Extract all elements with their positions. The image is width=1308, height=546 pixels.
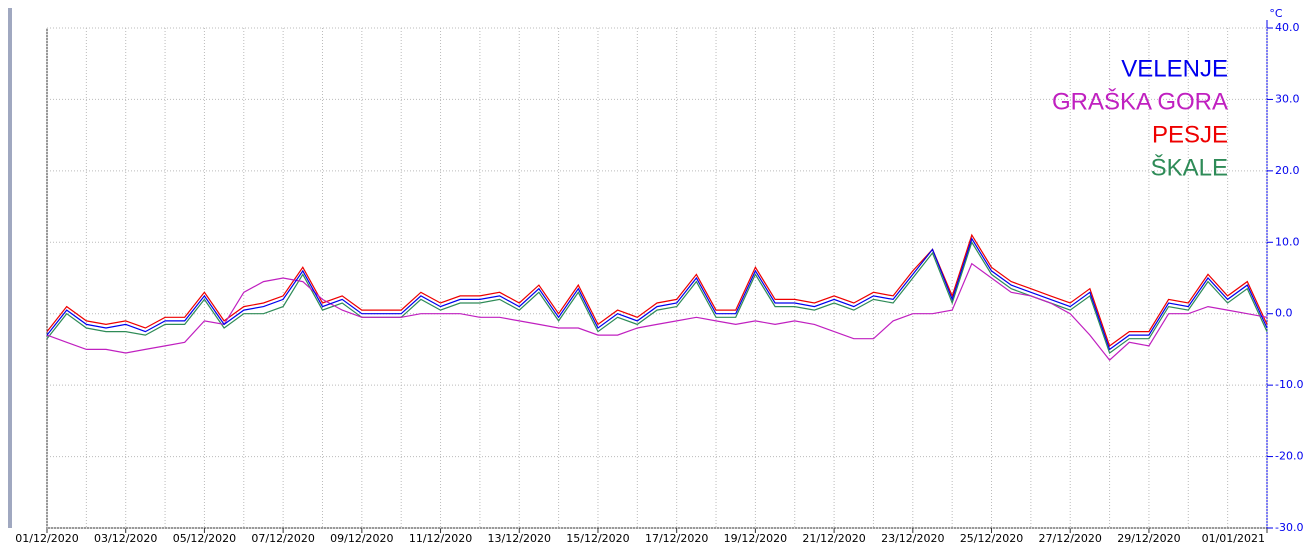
x-tick-label: 19/12/2020 bbox=[724, 532, 787, 545]
y-tick-label: 20.0 bbox=[1275, 164, 1300, 177]
y-tick-label: 10.0 bbox=[1275, 235, 1300, 248]
x-tick-label: 17/12/2020 bbox=[645, 532, 708, 545]
y-tick-label: 30.0 bbox=[1275, 92, 1300, 105]
x-tick-label: 01/01/2021 bbox=[1202, 532, 1265, 545]
x-tick-label: 29/12/2020 bbox=[1117, 532, 1180, 545]
y-tick-label: -10.0 bbox=[1275, 378, 1303, 391]
x-tick-label: 13/12/2020 bbox=[488, 532, 551, 545]
y-tick-label: 40.0 bbox=[1275, 21, 1300, 34]
x-tick-label: 01/12/2020 bbox=[15, 532, 78, 545]
x-tick-label: 21/12/2020 bbox=[802, 532, 865, 545]
x-tick-label: 15/12/2020 bbox=[566, 532, 629, 545]
series-line bbox=[46, 240, 1268, 354]
y-tick-label: -30.0 bbox=[1275, 521, 1303, 534]
x-tick-label: 23/12/2020 bbox=[881, 532, 944, 545]
y-unit: °C bbox=[1269, 7, 1283, 20]
x-tick-label: 05/12/2020 bbox=[173, 532, 236, 545]
x-tick-label: 09/12/2020 bbox=[330, 532, 393, 545]
x-tick-label: 25/12/2020 bbox=[960, 532, 1023, 545]
legend-entry: PESJE bbox=[1152, 121, 1228, 148]
left-bar bbox=[8, 8, 12, 528]
legend-entry: ŠKALE bbox=[1151, 153, 1228, 181]
series-line bbox=[46, 262, 1268, 361]
x-tick-label: 11/12/2020 bbox=[409, 532, 472, 545]
legend-entry: VELENJE bbox=[1121, 55, 1228, 82]
x-tick-label: 27/12/2020 bbox=[1039, 532, 1102, 545]
series-line bbox=[46, 237, 1268, 351]
legend-entry: GRAŠKA GORA bbox=[1052, 87, 1228, 115]
y-tick-label: 0.0 bbox=[1275, 307, 1293, 320]
x-tick-label: 07/12/2020 bbox=[251, 532, 314, 545]
series-line bbox=[46, 233, 1268, 347]
x-tick-label: 03/12/2020 bbox=[94, 532, 157, 545]
y-tick-label: -20.0 bbox=[1275, 450, 1303, 463]
